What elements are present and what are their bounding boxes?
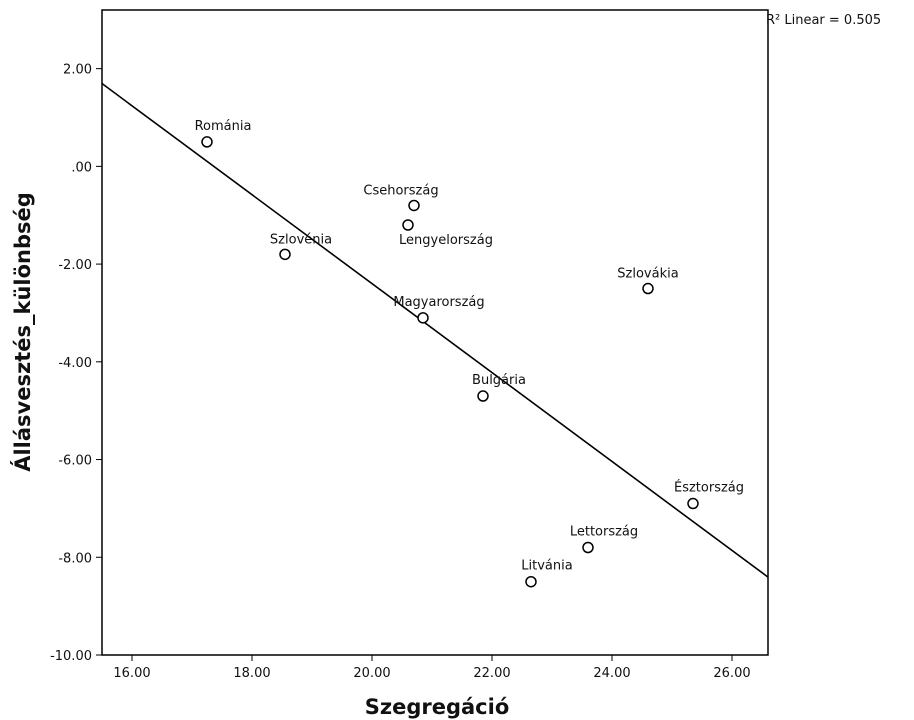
- data-point: [279, 248, 291, 261]
- fit-line: [101, 82, 769, 578]
- point-label: Litvánia: [521, 559, 572, 574]
- x-tick-label: 18.00: [233, 666, 270, 681]
- data-point: [402, 219, 414, 231]
- x-tick-label: 20.00: [353, 666, 390, 681]
- data-point: [687, 497, 699, 510]
- point-label: Bulgária: [472, 373, 526, 388]
- data-point: [417, 312, 429, 324]
- fit-line-layer: [101, 82, 769, 578]
- y-tick-label: -10.00: [50, 649, 92, 664]
- y-axis-title: Állásvesztés_különbség: [10, 192, 35, 472]
- data-point: [642, 282, 654, 295]
- y-tick-label: -6.00: [58, 454, 92, 469]
- point-label: Lengyelország: [399, 233, 493, 248]
- y-axis-ticks: -10.00 -8.00 -6.00 -4.00 -2.00 .00 2.00: [50, 63, 102, 664]
- point-label: Lettország: [570, 525, 638, 540]
- y-tick-label: 2.00: [63, 63, 92, 78]
- plot-area: [101, 9, 769, 656]
- point-label: Csehország: [363, 183, 438, 198]
- data-point: [408, 199, 420, 212]
- y-tick-label: -8.00: [58, 551, 92, 566]
- data-point: [201, 136, 213, 148]
- y-tick-label: -4.00: [58, 356, 92, 371]
- point-label: Magyarország: [393, 295, 484, 310]
- r2-annotation: R² Linear = 0.505: [766, 13, 881, 28]
- y-tick-label: .00: [71, 160, 92, 175]
- x-tick-label: 16.00: [113, 666, 150, 681]
- x-axis-ticks: 16.00 18.00 20.00 22.00 24.00 26.00: [113, 655, 751, 681]
- point-label: Észtország: [674, 480, 744, 496]
- x-tick-label: 26.00: [713, 666, 750, 681]
- y-tick-label: -2.00: [58, 258, 92, 273]
- data-point: [525, 575, 537, 588]
- data-point: [582, 541, 594, 554]
- data-point: [477, 390, 489, 402]
- data-points: Románia Szlovénia Csehország Lengyelország M…: [195, 119, 744, 588]
- x-tick-label: 22.00: [473, 666, 510, 681]
- point-label: Szlovákia: [617, 267, 678, 282]
- point-label: Szlovénia: [270, 232, 332, 247]
- x-tick-label: 24.00: [593, 666, 630, 681]
- x-axis-title: Szegregáció: [365, 695, 510, 719]
- point-label: Románia: [195, 119, 252, 134]
